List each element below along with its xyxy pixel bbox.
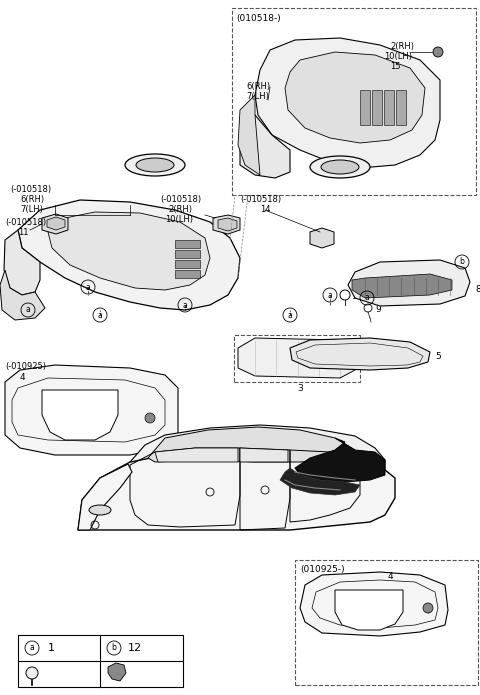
- Text: 11: 11: [18, 228, 28, 237]
- Text: (-010518): (-010518): [5, 218, 46, 227]
- Text: (-010518): (-010518): [160, 195, 201, 204]
- Polygon shape: [155, 448, 238, 462]
- Polygon shape: [130, 425, 385, 470]
- Polygon shape: [4, 230, 40, 295]
- Polygon shape: [295, 438, 385, 482]
- Text: a: a: [30, 644, 35, 653]
- Polygon shape: [5, 365, 178, 455]
- Polygon shape: [238, 338, 355, 378]
- Polygon shape: [148, 427, 355, 462]
- Polygon shape: [240, 448, 288, 462]
- Circle shape: [433, 47, 443, 57]
- Circle shape: [423, 603, 433, 613]
- Text: 4: 4: [388, 572, 394, 581]
- Ellipse shape: [125, 154, 185, 176]
- Text: 7(LH): 7(LH): [20, 205, 43, 214]
- Text: 10(LH): 10(LH): [384, 52, 412, 61]
- Text: a: a: [288, 311, 292, 320]
- Polygon shape: [335, 590, 403, 630]
- Polygon shape: [384, 90, 394, 125]
- Text: b: b: [459, 258, 465, 266]
- Polygon shape: [300, 572, 448, 636]
- Text: a: a: [25, 306, 30, 315]
- Polygon shape: [175, 240, 200, 248]
- Bar: [234, 335, 360, 382]
- Polygon shape: [0, 270, 45, 320]
- Text: 10(LH): 10(LH): [165, 215, 193, 224]
- Bar: [18, 635, 183, 687]
- Text: 14: 14: [260, 205, 271, 214]
- Polygon shape: [175, 250, 200, 258]
- Text: 3: 3: [297, 384, 303, 393]
- Polygon shape: [18, 200, 240, 310]
- Polygon shape: [396, 90, 406, 125]
- Polygon shape: [42, 390, 118, 440]
- Polygon shape: [280, 468, 360, 495]
- Text: 9: 9: [375, 305, 381, 314]
- Text: 7(LH): 7(LH): [246, 92, 269, 101]
- Text: 4: 4: [20, 373, 25, 382]
- Text: a: a: [97, 311, 102, 320]
- Polygon shape: [285, 52, 425, 143]
- Polygon shape: [108, 663, 126, 681]
- Circle shape: [145, 413, 155, 423]
- Text: a: a: [182, 300, 187, 309]
- Polygon shape: [240, 115, 290, 178]
- Text: 5: 5: [435, 352, 441, 361]
- Circle shape: [26, 667, 38, 679]
- Text: 2(RH): 2(RH): [390, 42, 414, 51]
- Polygon shape: [360, 90, 370, 125]
- Polygon shape: [78, 448, 395, 530]
- Polygon shape: [290, 338, 430, 370]
- Text: 8: 8: [475, 285, 480, 294]
- Text: 13: 13: [352, 292, 363, 301]
- Ellipse shape: [136, 158, 174, 172]
- Text: (-010518): (-010518): [10, 185, 51, 194]
- Polygon shape: [42, 214, 68, 234]
- Ellipse shape: [89, 505, 111, 515]
- Polygon shape: [238, 95, 260, 175]
- Text: a: a: [365, 293, 370, 302]
- Text: 1: 1: [48, 643, 55, 653]
- Polygon shape: [372, 90, 382, 125]
- Polygon shape: [78, 464, 132, 530]
- Text: 12: 12: [128, 643, 142, 653]
- Text: (-010518): (-010518): [240, 195, 281, 204]
- Polygon shape: [255, 38, 440, 168]
- Text: 6(RH): 6(RH): [20, 195, 44, 204]
- Text: a: a: [328, 291, 332, 300]
- Text: 2(RH): 2(RH): [168, 205, 192, 214]
- Text: 6(RH): 6(RH): [246, 82, 270, 91]
- Polygon shape: [175, 260, 200, 268]
- Text: (010518-): (010518-): [236, 14, 281, 23]
- Bar: [232, 8, 476, 195]
- Polygon shape: [310, 228, 334, 248]
- Polygon shape: [352, 274, 452, 298]
- Polygon shape: [48, 212, 210, 290]
- Polygon shape: [218, 218, 237, 231]
- Polygon shape: [47, 217, 65, 230]
- Text: (-010925): (-010925): [5, 362, 46, 371]
- Polygon shape: [175, 270, 200, 278]
- Polygon shape: [213, 215, 240, 234]
- Text: a: a: [85, 282, 90, 291]
- Text: b: b: [111, 644, 117, 653]
- Bar: [295, 560, 478, 685]
- Ellipse shape: [310, 156, 370, 178]
- Polygon shape: [348, 260, 470, 306]
- Ellipse shape: [321, 160, 359, 174]
- Text: 15: 15: [390, 62, 400, 71]
- Text: (010925-): (010925-): [300, 565, 345, 574]
